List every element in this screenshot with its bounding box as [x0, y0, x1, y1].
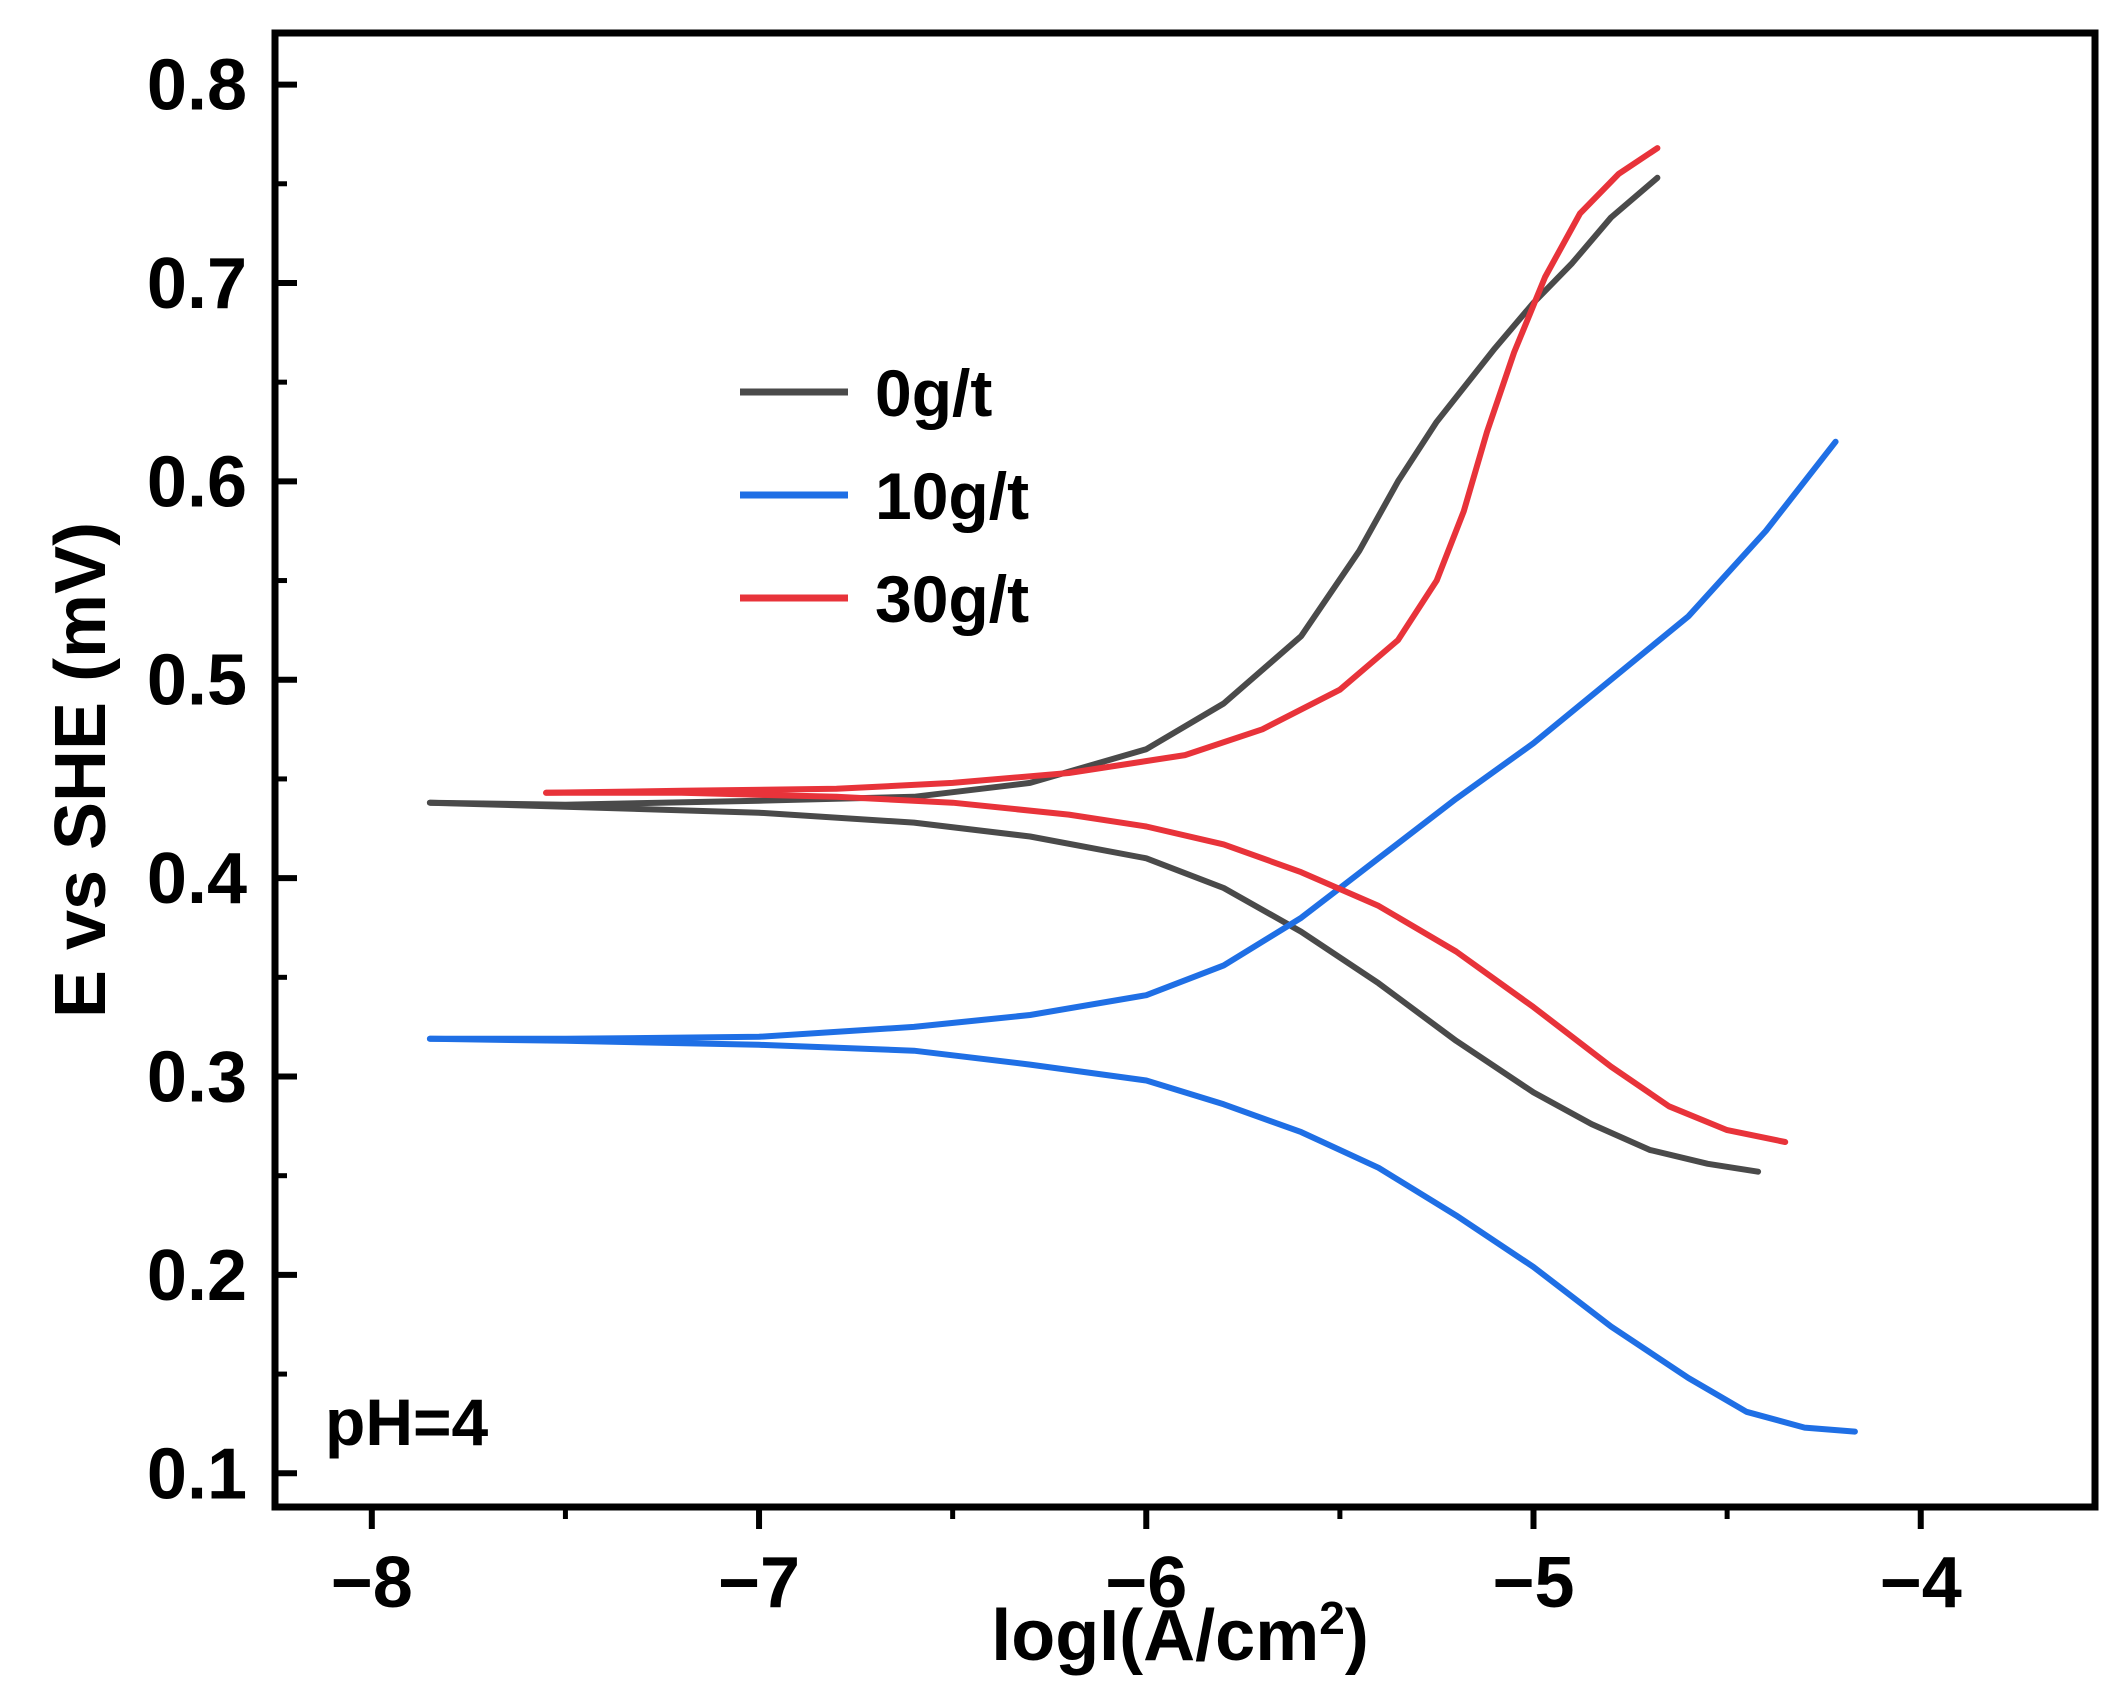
legend-label-0g-t: 0g/t — [875, 356, 992, 430]
legend: 0g/t 10g/t 30g/t — [740, 356, 1029, 636]
series-10g-t-cathodic-line — [426, 1035, 1858, 1435]
x-tick-label: −4 — [1880, 1543, 1962, 1623]
y-tick-label: 0.2 — [147, 1236, 247, 1316]
x-tick-label: −8 — [331, 1543, 413, 1623]
y-tick-label: 0.5 — [147, 641, 247, 721]
series-layer — [426, 145, 1858, 1435]
series-10g-t-anodic-line — [426, 438, 1839, 1042]
y-tick-label: 0.6 — [147, 442, 247, 522]
x-tick-label: −6 — [1105, 1543, 1187, 1623]
series-0g-t-anodic-line — [426, 174, 1661, 808]
y-tick-label: 0.1 — [147, 1434, 247, 1514]
y-tick-label: 0.8 — [147, 46, 247, 126]
x-tick-label: −7 — [718, 1543, 800, 1623]
y-tick-label: 0.3 — [147, 1038, 247, 1118]
plot-frame — [271, 29, 2099, 1511]
legend-label-10g-t: 10g/t — [875, 459, 1029, 533]
x-tick-label: −5 — [1492, 1543, 1574, 1623]
y-axis-title: E vs SHE (mV) — [41, 522, 121, 1018]
legend-label-30g-t: 30g/t — [875, 562, 1029, 636]
x-axis-title: logI(A/cm2) — [991, 1592, 1369, 1676]
y-tick-label: 0.7 — [147, 244, 247, 324]
axis-ticks: −8 −7 −6 −5 −4 0.1 0.2 0.3 0.4 0.5 0.6 0.7 0.8 — [147, 46, 1962, 1623]
series-0g-t-cathodic-line — [426, 799, 1762, 1175]
x-axis-title-sup: 2 — [1319, 1592, 1345, 1644]
y-tick-label: 0.4 — [147, 839, 247, 919]
series-30g-t-cathodic-line — [543, 789, 1789, 1145]
x-axis-title-end: ) — [1345, 1596, 1369, 1676]
annotation-ph: pH=4 — [325, 1385, 489, 1459]
series-30g-t-anodic-line — [543, 145, 1661, 796]
x-axis-title-main: logI(A/cm — [991, 1596, 1319, 1676]
